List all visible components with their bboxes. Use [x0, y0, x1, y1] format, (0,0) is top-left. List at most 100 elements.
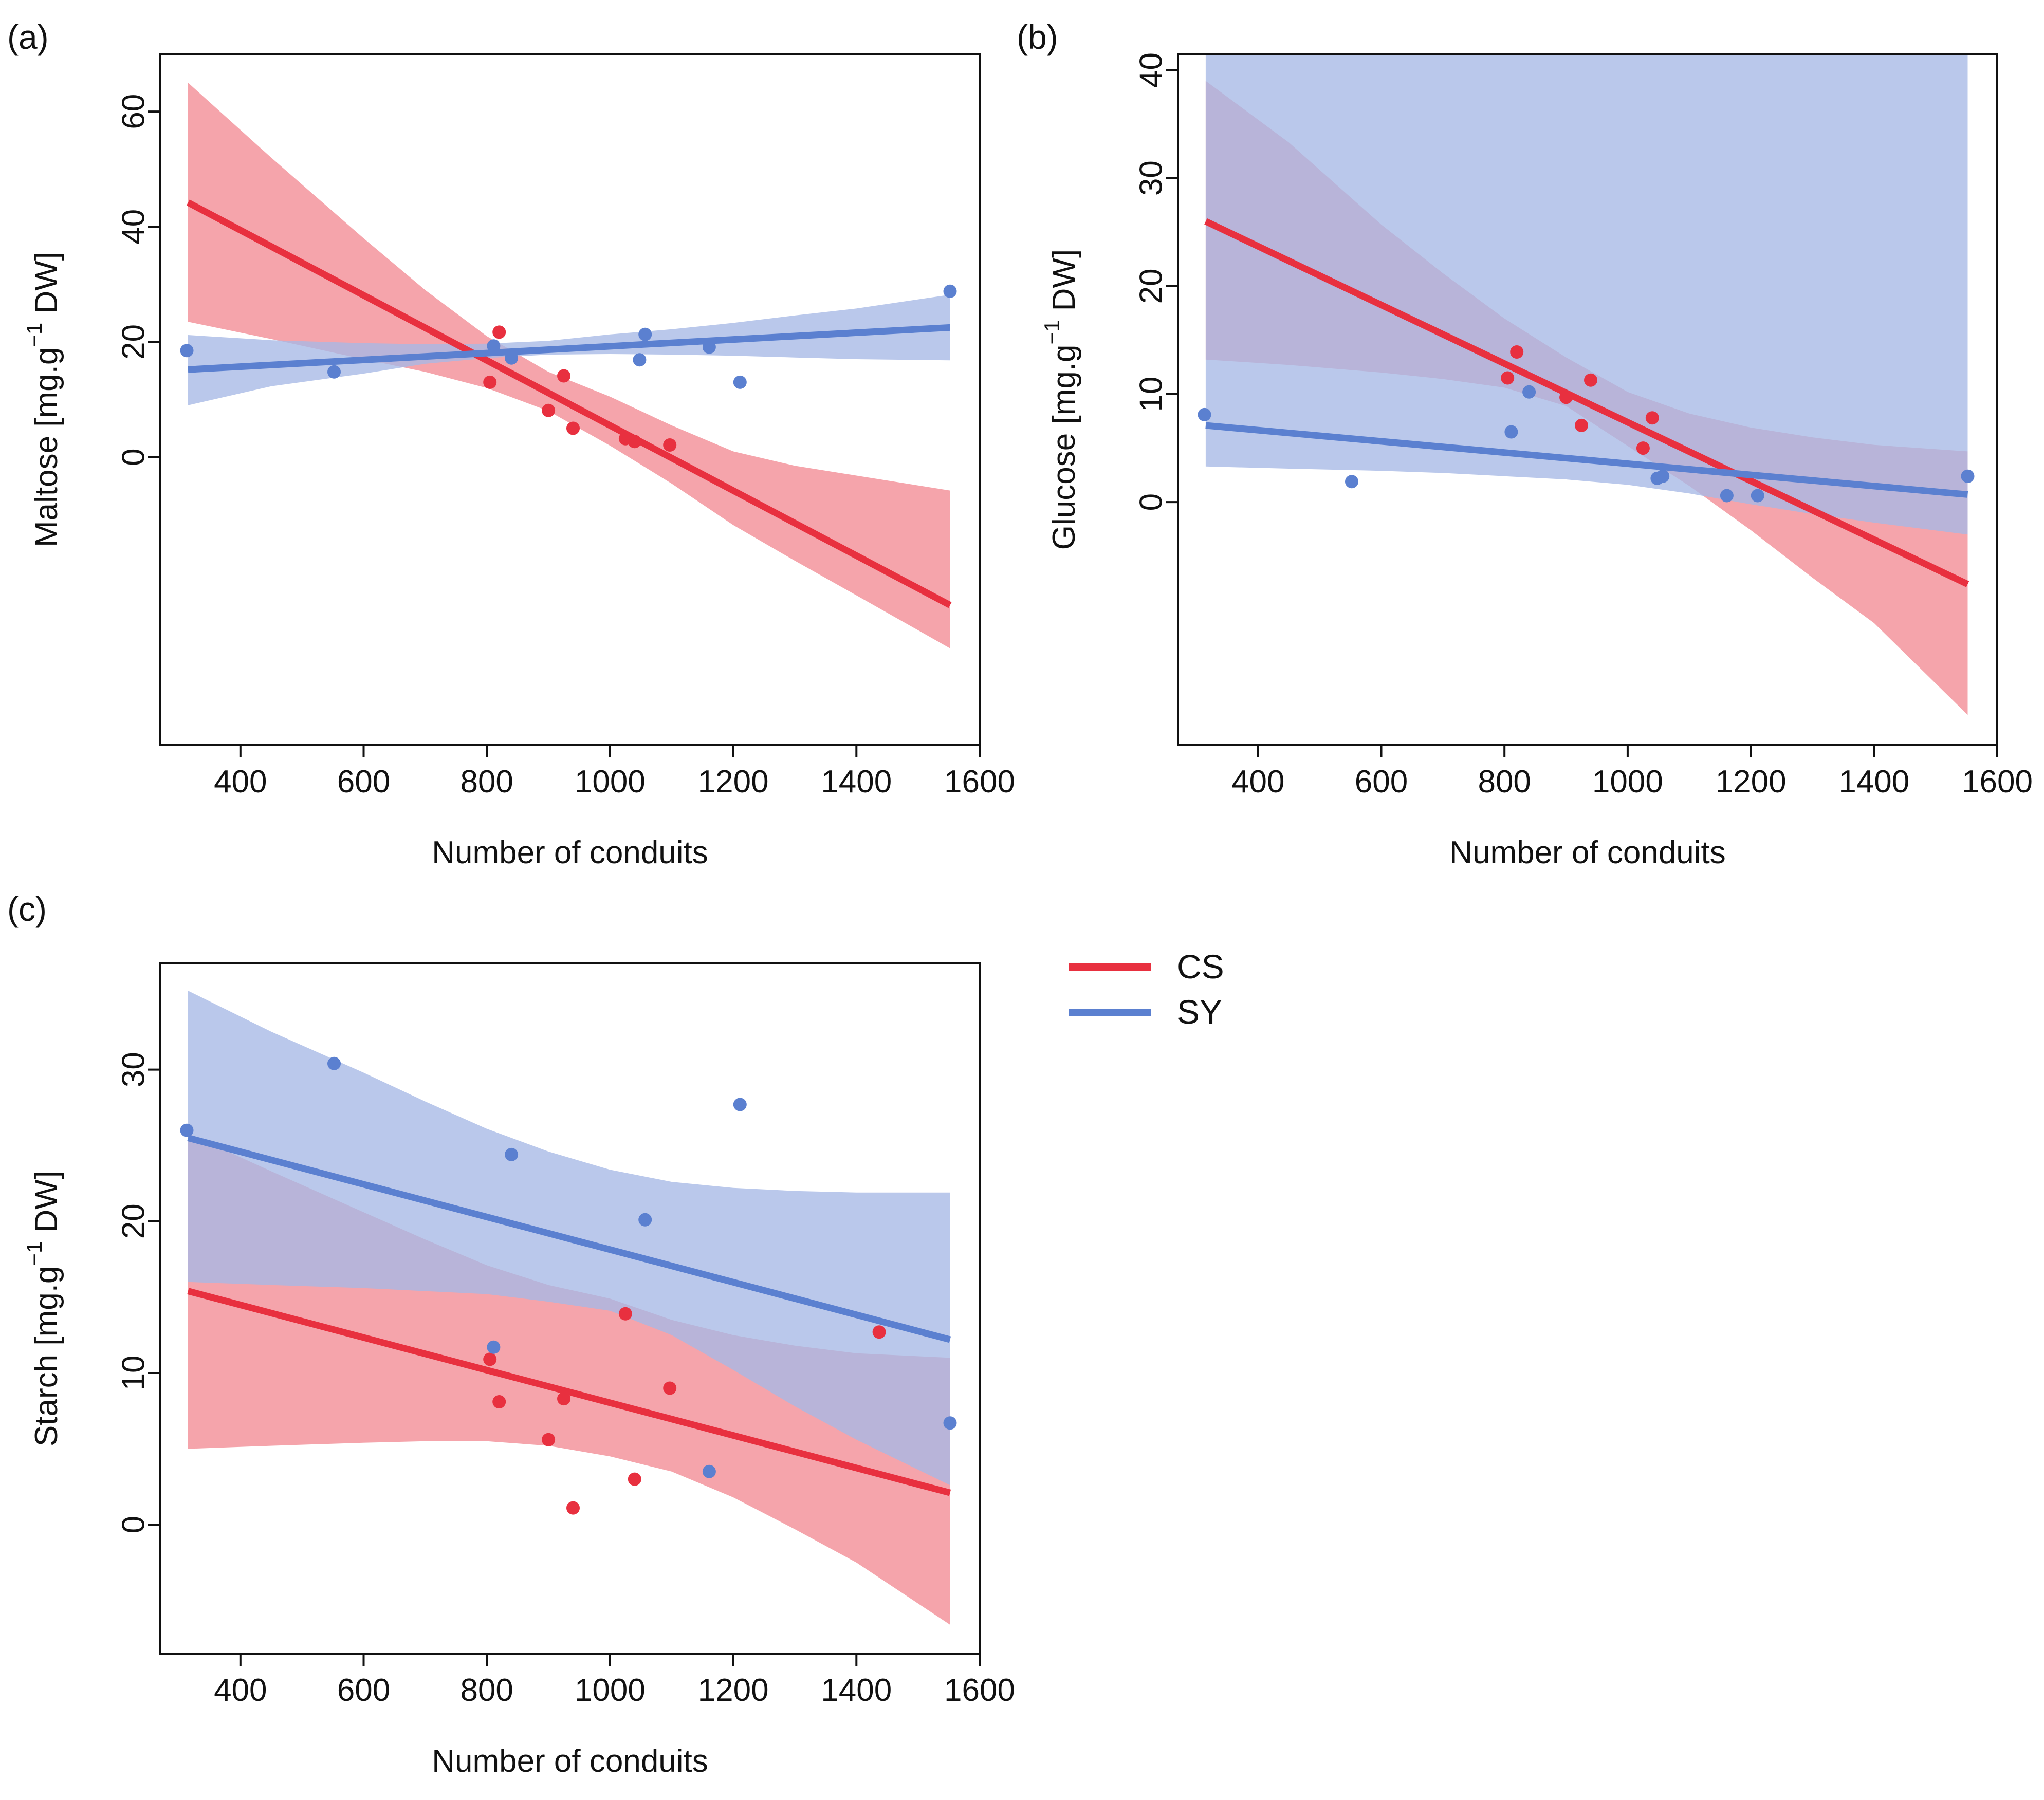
panel-c: 400 600 800 1000 1200 1400 1600 0 10 20 30 Number o…	[7, 890, 1015, 1779]
y-axis-title: Starch [mg.g−1 DW]	[22, 1171, 64, 1446]
cs-data-point	[1575, 418, 1588, 432]
sy-data-point	[702, 1464, 716, 1478]
cs-data-point	[557, 1392, 570, 1406]
sy-data-point	[1345, 475, 1358, 489]
panel-label: (b)	[1017, 18, 1058, 56]
y-axis-title-tail: DW]	[29, 1171, 64, 1241]
x-tick-label: 800	[1478, 764, 1531, 800]
y-axis-title-tail: DW]	[29, 252, 64, 323]
x-tick-label: 1000	[575, 764, 646, 800]
cs-data-point	[492, 325, 506, 339]
sy-data-point	[633, 353, 647, 367]
sy-regression-line	[187, 1135, 951, 1343]
x-tick-label: 1200	[698, 1673, 769, 1708]
y-tick-label: 0	[116, 1516, 152, 1533]
sy-data-point	[1656, 469, 1670, 483]
cs-data-point	[566, 421, 580, 435]
x-tick-label: 600	[337, 764, 390, 800]
sy-data-point	[1522, 385, 1536, 399]
sy-data-point	[733, 375, 747, 389]
cs-data-point	[483, 1352, 497, 1366]
y-tick-label: 30	[1134, 160, 1169, 196]
y-tick-label: 0	[116, 448, 152, 466]
sy-legend-label: SY	[1177, 993, 1222, 1031]
x-tick-label: 1200	[1716, 764, 1787, 800]
panel-a: 400 600 800 1000 1200 1400 1600 0 20 40 60 Number o…	[7, 18, 1015, 870]
x-tick-label: 400	[1231, 764, 1284, 800]
sy-data-point	[638, 1213, 652, 1227]
y-axis-title-tail: DW]	[1046, 249, 1082, 320]
x-tick-label: 400	[214, 1673, 267, 1708]
x-tick-label: 1400	[1838, 764, 1909, 800]
cs-regression-line	[1204, 218, 1969, 587]
panel-label: (c)	[7, 890, 47, 928]
sy-regression-line	[188, 324, 950, 373]
sy-data-point	[505, 1147, 519, 1161]
y-tick-label: 40	[116, 209, 152, 245]
y-tick-label: 40	[1134, 52, 1169, 88]
cs-data-point	[542, 403, 556, 417]
y-axis-title-main: Glucose [mg.g	[1046, 344, 1082, 550]
y-axis-title-superscript: −1	[1040, 320, 1064, 345]
y-tick-label: 30	[116, 1052, 152, 1087]
sy-data-point	[943, 1416, 957, 1430]
x-tick-label: 600	[1355, 764, 1408, 800]
x-tick-label: 1000	[575, 1673, 646, 1708]
y-axis-title-superscript: −1	[22, 1241, 46, 1266]
plot-frame	[159, 962, 981, 1655]
x-tick-label: 1600	[944, 764, 1015, 800]
cs-data-point	[542, 1433, 556, 1446]
sy-regression-line	[1205, 422, 1968, 498]
sy-data-point	[487, 1340, 501, 1354]
x-tick-label: 1400	[821, 1673, 892, 1708]
x-tick-label: 400	[214, 764, 267, 800]
plot-area	[180, 991, 957, 1625]
sy-confidence-band	[1205, 54, 1968, 535]
sy-data-point	[327, 365, 341, 379]
sy-data-point	[180, 1123, 194, 1137]
plot-area	[180, 83, 957, 648]
x-axis-title: Number of conduits	[1449, 835, 1726, 870]
x-tick-label: 1400	[821, 764, 892, 800]
x-axis-title: Number of conduits	[432, 835, 708, 870]
cs-data-point	[663, 438, 677, 452]
y-tick-label: 20	[116, 324, 152, 360]
sy-data-point	[1504, 425, 1518, 439]
y-tick-label: 20	[116, 1203, 152, 1239]
sy-data-point	[1961, 469, 1975, 483]
plot-frame	[159, 53, 981, 746]
y-tick-label: 10	[116, 1355, 152, 1390]
panel-b: 400 600 800 1000 1200 1400 1600 0 10 20 30 40 Number…	[1017, 18, 2033, 870]
sy-data-point	[1198, 407, 1211, 421]
y-tick-label: 20	[1134, 268, 1169, 304]
cs-data-point	[566, 1501, 580, 1515]
y-axis-title-main: Starch [mg.g	[29, 1266, 64, 1446]
x-tick-label: 1600	[1962, 764, 2033, 800]
x-tick-label: 800	[460, 764, 513, 800]
cs-data-point	[557, 369, 570, 383]
y-axis-title: Glucose [mg.g−1 DW]	[1040, 249, 1082, 550]
y-tick-label: 10	[1134, 377, 1169, 412]
sy-data-point	[327, 1056, 341, 1070]
sy-data-point	[180, 344, 194, 358]
y-axis-title: Maltose [mg.g−1 DW]	[22, 252, 64, 547]
panel-label: (a)	[7, 18, 49, 56]
y-tick-label: 60	[116, 94, 152, 129]
y-axis-title-superscript: −1	[22, 323, 46, 347]
x-tick-label: 800	[460, 1673, 513, 1708]
cs-data-point	[618, 1307, 632, 1321]
cs-regression-line	[186, 199, 952, 608]
x-tick-label: 1000	[1592, 764, 1663, 800]
plot-frame	[1177, 53, 1998, 746]
sy-data-point	[638, 327, 652, 341]
x-tick-label: 1200	[698, 764, 769, 800]
x-tick-label: 600	[337, 1673, 390, 1708]
cs-data-point	[492, 1395, 506, 1408]
sy-data-point	[943, 284, 957, 298]
x-tick-label: 1600	[944, 1673, 1015, 1708]
cs-data-point	[483, 375, 497, 389]
plot-area	[1198, 54, 1975, 715]
cs-data-point	[1636, 441, 1650, 455]
cs-data-point	[1501, 371, 1515, 385]
